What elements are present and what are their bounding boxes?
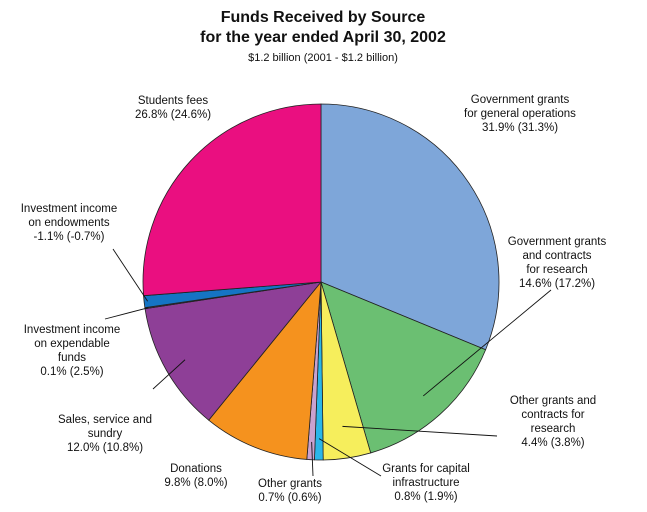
leader-lines: [104, 248, 552, 477]
slice-label-7-line-1: on expendable: [34, 338, 109, 350]
chart-subtitle: $1.2 billion (2001 - $1.2 billion): [248, 52, 398, 64]
slice-label-3-line-1: infrastructure: [392, 477, 459, 489]
leader-line-6: [152, 359, 186, 390]
slice-value-label-8: -1.1% (-0.7%): [34, 231, 105, 243]
slice-value-label-2: 4.4% (3.8%): [521, 437, 584, 449]
slice-value-label-4: 0.7% (0.6%): [258, 492, 321, 504]
slice-label-9-line-0: Students fees: [138, 95, 209, 107]
leader-line-1: [422, 289, 552, 397]
leader-line-4: [311, 441, 314, 477]
slice-label-2-line-1: contracts for: [521, 409, 584, 421]
slice-label-4-line-0: Other grants: [258, 478, 322, 490]
slice-label-2-line-2: research: [531, 423, 576, 435]
pie-slice-9: [142, 103, 322, 297]
slice-label-3-line-0: Grants for capital: [382, 463, 470, 475]
slice-label-6-line-1: sundry: [88, 428, 123, 440]
slice-label-8-line-0: Investment income: [21, 203, 118, 215]
slice-value-label-3: 0.8% (1.9%): [394, 491, 457, 503]
slice-label-6-line-0: Sales, service and: [58, 414, 152, 426]
pie-slice-6: [144, 281, 322, 421]
slice-label-8-line-1: on endowments: [28, 217, 109, 229]
slice-label-1-line-2: for research: [526, 264, 587, 276]
pie-slice-5: [208, 280, 322, 460]
slice-value-label-1: 14.6% (17.2%): [519, 278, 595, 290]
leader-line-3: [318, 438, 382, 477]
leader-line-2: [342, 425, 498, 437]
slice-label-1-line-0: Government grants: [508, 236, 607, 248]
leader-line-8: [112, 248, 149, 302]
chart-title-line-1: Funds Received by Source: [221, 9, 426, 26]
slice-labels: Government grants for general operations 3…: [21, 94, 607, 504]
chart-title-line-2: for the year ended April 30, 2002: [200, 29, 446, 46]
slice-label-0-line-1: for general operations: [464, 108, 576, 120]
pie-slice-0: [320, 103, 500, 351]
slice-label-5-line-0: Donations: [170, 463, 222, 475]
slice-label-7-line-0: Investment income: [24, 324, 121, 336]
slice-value-label-9: 26.8% (24.6%): [135, 109, 211, 121]
pie-slice-1: [320, 281, 487, 454]
slice-label-7-line-2: funds: [58, 352, 86, 364]
slice-value-label-0: 31.9% (31.3%): [482, 122, 558, 134]
slice-value-label-7: 0.1% (2.5%): [40, 366, 103, 378]
slice-value-label-6: 12.0% (10.8%): [67, 442, 143, 454]
pie-slices: [142, 103, 500, 461]
slice-value-label-5: 9.8% (8.0%): [164, 477, 227, 489]
leader-line-7: [104, 307, 149, 320]
slice-label-2-line-0: Other grants and: [510, 395, 596, 407]
slice-label-0-line-0: Government grants: [471, 94, 570, 106]
slice-label-1-line-1: and contracts: [522, 250, 591, 262]
